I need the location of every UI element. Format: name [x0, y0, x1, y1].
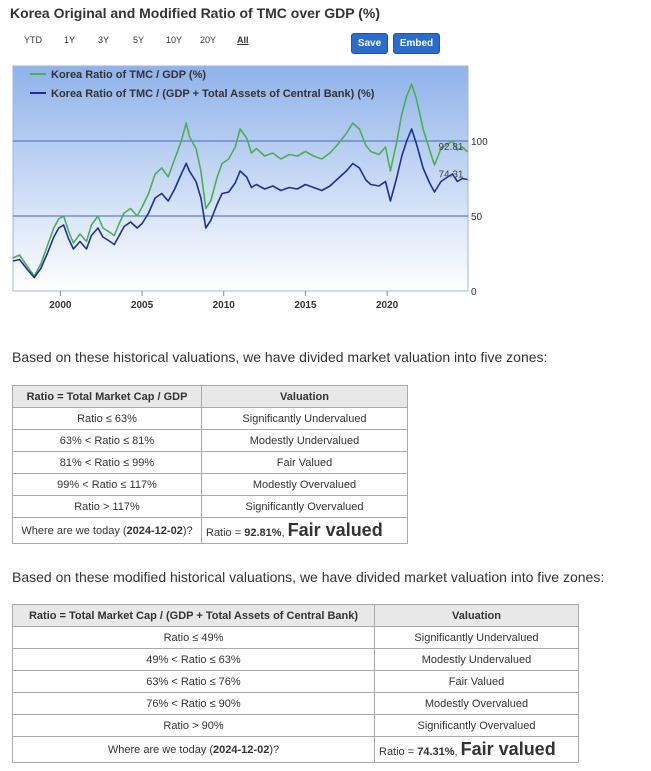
zone-range: Ratio ≤ 63% [12, 407, 202, 430]
zone-valuation: Significantly Undervalued [201, 407, 408, 430]
today-ratio-value: 74.31% [417, 746, 455, 758]
today-question: Where are we today (2024-12-02)? [12, 517, 202, 544]
y-tick-label: 0 [471, 287, 477, 298]
end-label-series-1: 92.81 [438, 142, 463, 153]
today-ratio-value: 92.81% [244, 527, 282, 539]
today-row: Where are we today (2024-12-02)? Ratio =… [12, 517, 408, 544]
table-row: 76% < Ratio ≤ 90% Modestly Overvalued [12, 692, 579, 715]
plot-border [12, 65, 469, 292]
zone-range: Ratio ≤ 49% [12, 626, 375, 649]
table-row: Ratio ≤ 49% Significantly Undervalued [12, 626, 579, 649]
end-labels: 92.81 74.31 [438, 142, 463, 181]
legend-series-1[interactable]: Korea Ratio of TMC / GDP (%) [51, 69, 206, 81]
range-button-3y[interactable]: 3Y [98, 35, 110, 45]
range-button-all[interactable]: All [237, 35, 249, 45]
zones2-table: Ratio = Total Market Cap / (GDP + Total … [12, 604, 579, 763]
today-ratio: Ratio = 92.81%, Fair valued [201, 517, 408, 544]
zone-valuation: Significantly Undervalued [374, 626, 579, 649]
ratio-chart: 2000 2005 2010 2015 2020 0 50 100 92.81 74.31 K… [12, 65, 488, 311]
embed-button[interactable]: Embed [393, 33, 440, 54]
zones1-table: Ratio = Total Market Cap / GDP Valuation… [12, 385, 408, 544]
zone-range: 99% < Ratio ≤ 117% [12, 473, 202, 496]
plot-background [13, 66, 468, 291]
today-date: 2024-12-02 [213, 743, 270, 756]
zone-valuation: Modestly Undervalued [374, 648, 579, 671]
y-axis-ticks: 0 50 100 [471, 137, 488, 298]
zone-valuation: Significantly Overvalued [374, 714, 579, 737]
legend[interactable]: Korea Ratio of TMC / GDP (%) Korea Ratio… [30, 69, 375, 100]
series-line-2[interactable] [12, 128, 468, 279]
range-button-10y[interactable]: 10Y [166, 35, 183, 45]
zone-valuation: Fair Valued [201, 451, 408, 474]
x-tick-label: 2020 [376, 300, 399, 311]
x-tick-label: 2005 [131, 300, 154, 311]
zone-valuation: Modestly Overvalued [374, 692, 579, 715]
zones1-intro: Based on these historical valuations, we… [12, 349, 548, 365]
y-tick-label: 50 [471, 212, 483, 223]
table-row: 63% < Ratio ≤ 81% Modestly Undervalued [12, 429, 408, 452]
zone-range: 63% < Ratio ≤ 81% [12, 429, 202, 452]
today-date: 2024-12-02 [126, 524, 183, 537]
y-tick-label: 100 [471, 137, 488, 148]
zone-range: Ratio > 90% [12, 714, 375, 737]
zone-range: 49% < Ratio ≤ 63% [12, 648, 375, 671]
zone-range: Ratio > 117% [12, 495, 202, 518]
zones2-header-ratio: Ratio = Total Market Cap / (GDP + Total … [12, 604, 375, 627]
today-row: Where are we today (2024-12-02)? Ratio =… [12, 736, 579, 763]
zones1-header-ratio: Ratio = Total Market Cap / GDP [12, 385, 202, 408]
range-button-20y[interactable]: 20Y [200, 35, 217, 45]
zone-range: 76% < Ratio ≤ 90% [12, 692, 375, 715]
table-row: 49% < Ratio ≤ 63% Modestly Undervalued [12, 648, 579, 671]
table-row: 63% < Ratio ≤ 76% Fair Valued [12, 670, 579, 693]
series-line-1[interactable] [12, 83, 469, 277]
zones2-header-valuation: Valuation [374, 604, 579, 627]
table-row: Ratio > 117% Significantly Overvalued [12, 495, 408, 518]
chart-title: Korea Original and Modified Ratio of TMC… [10, 5, 380, 21]
series-layer [12, 83, 469, 279]
table-row: Ratio > 90% Significantly Overvalued [12, 714, 579, 737]
zone-range: 81% < Ratio ≤ 99% [12, 451, 202, 474]
today-verdict: Fair valued [460, 739, 556, 759]
legend-series-2[interactable]: Korea Ratio of TMC / (GDP + Total Assets… [51, 88, 375, 100]
table-row: 99% < Ratio ≤ 117% Modestly Overvalued [12, 473, 408, 496]
table-row: Ratio ≤ 63% Significantly Undervalued [12, 407, 408, 430]
x-tick-label: 2015 [294, 300, 317, 311]
zone-valuation: Fair Valued [374, 670, 579, 693]
table-row: 81% < Ratio ≤ 99% Fair Valued [12, 451, 408, 474]
range-button-5y[interactable]: 5Y [133, 35, 145, 45]
today-ratio: Ratio = 74.31%, Fair valued [374, 736, 579, 763]
zone-valuation: Modestly Undervalued [201, 429, 408, 452]
range-button-1y[interactable]: 1Y [64, 35, 76, 45]
zones2-intro: Based on these modified historical valua… [12, 569, 605, 585]
x-axis-ticks: 2000 2005 2010 2015 2020 [49, 291, 399, 311]
today-verdict: Fair valued [287, 520, 383, 540]
range-button-ytd[interactable]: YTD [24, 35, 42, 45]
zone-valuation: Significantly Overvalued [201, 495, 408, 518]
end-label-series-2: 74.31 [438, 170, 463, 181]
zone-valuation: Modestly Overvalued [201, 473, 408, 496]
zones1-header-valuation: Valuation [201, 385, 408, 408]
save-button[interactable]: Save [351, 33, 388, 54]
x-tick-label: 2000 [49, 300, 72, 311]
today-question: Where are we today (2024-12-02)? [12, 736, 375, 763]
zone-range: 63% < Ratio ≤ 76% [12, 670, 375, 693]
x-tick-label: 2010 [213, 300, 236, 311]
grid-lines [13, 140, 468, 217]
